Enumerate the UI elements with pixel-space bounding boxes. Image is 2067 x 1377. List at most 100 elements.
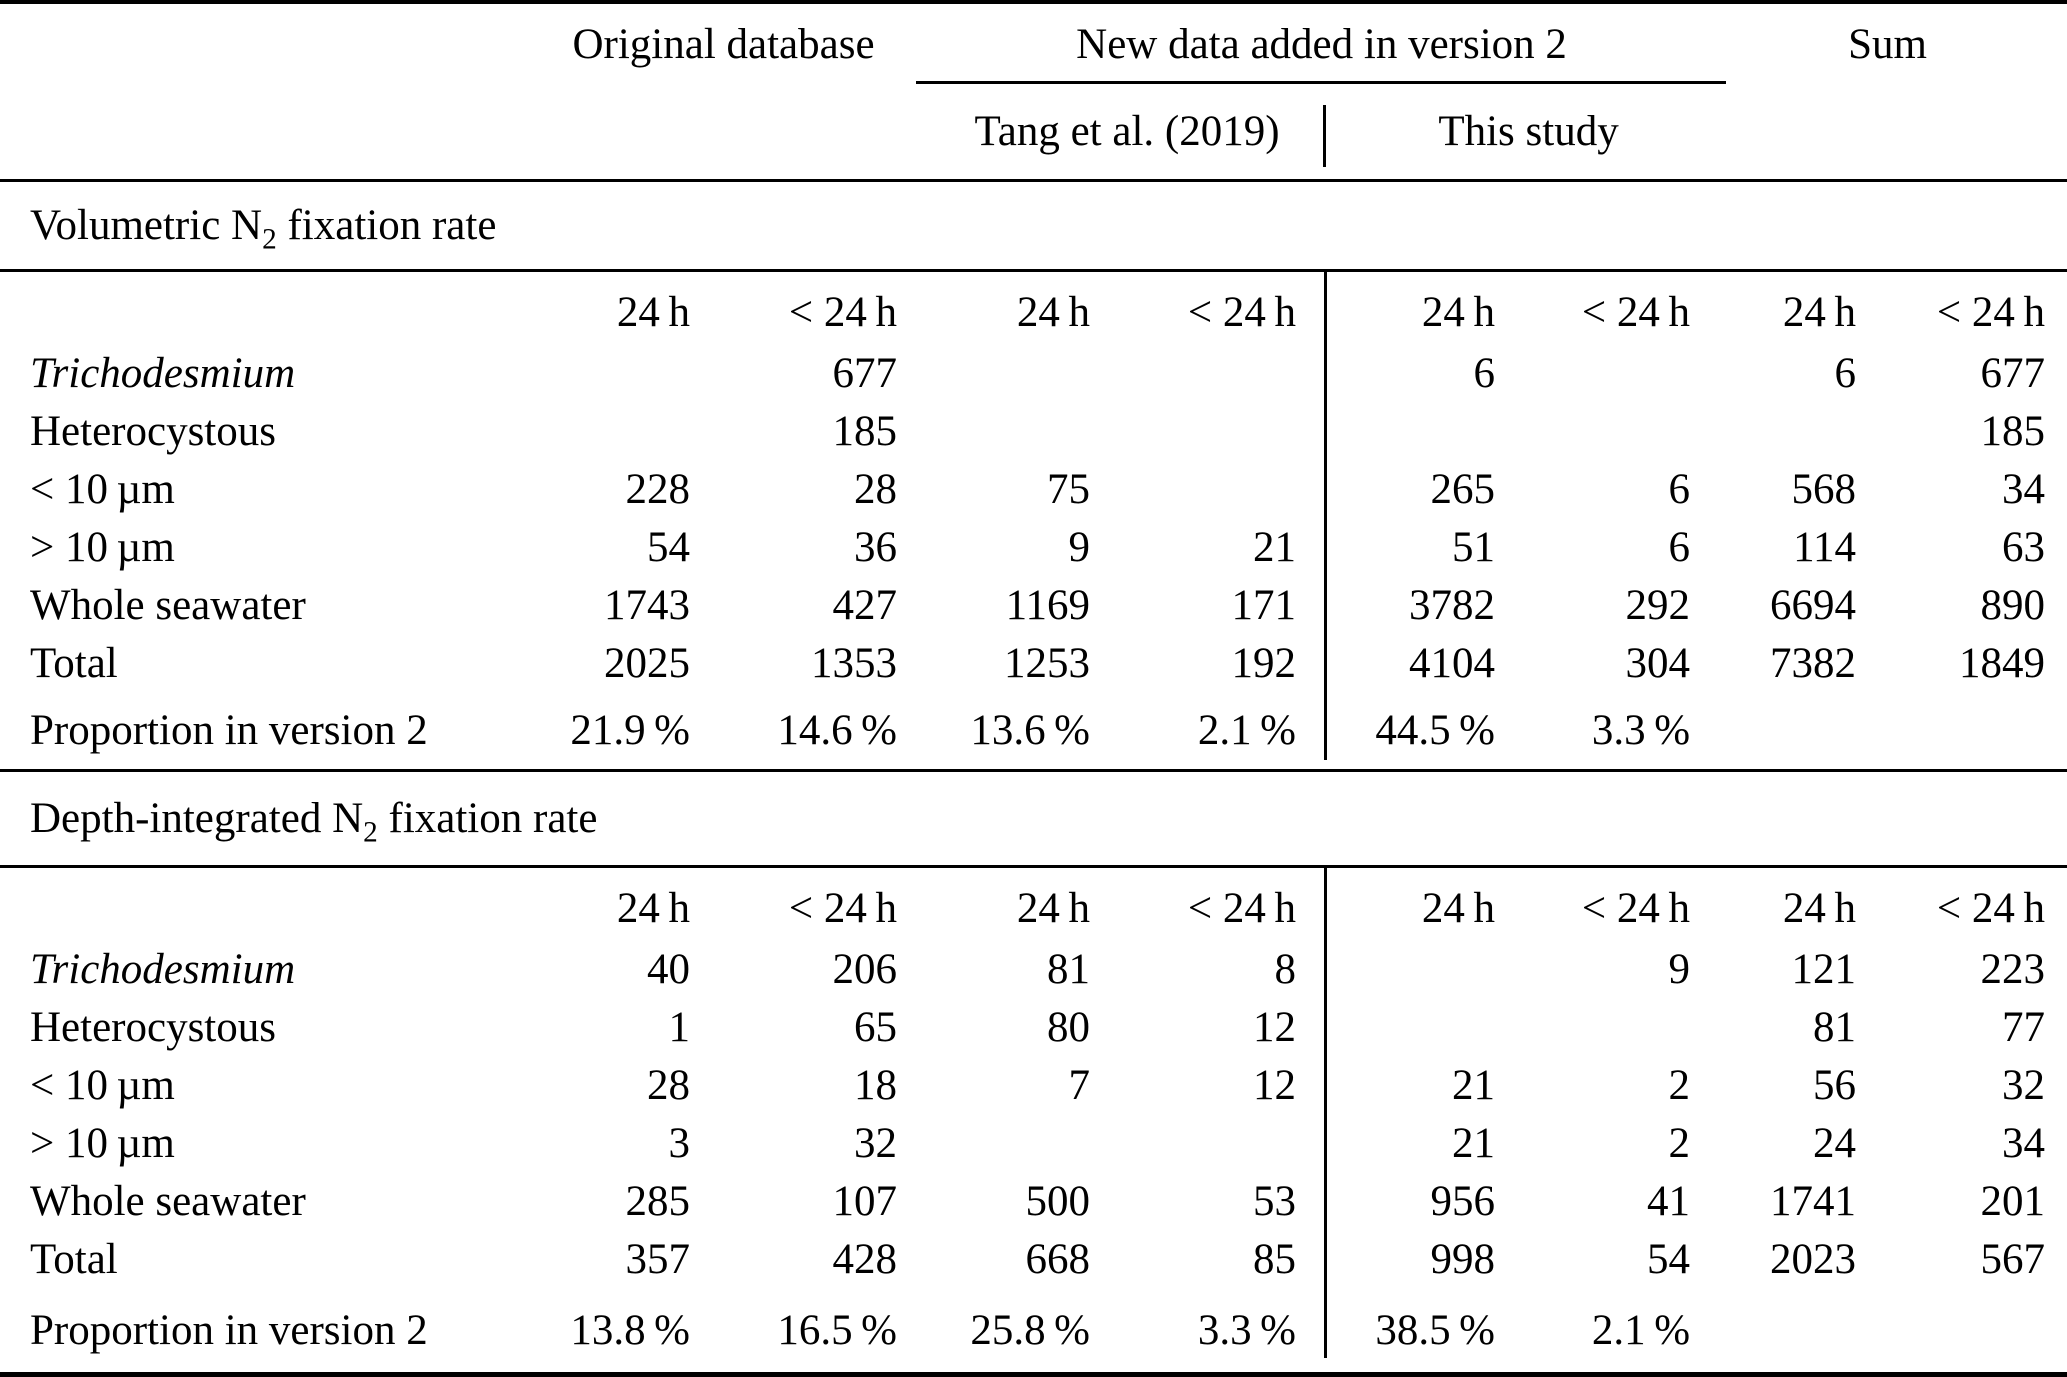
table-cell: 192 [1231, 639, 1297, 687]
table-cell [520, 344, 690, 402]
table-cell: 51 [1452, 523, 1496, 571]
table-cell [897, 344, 1090, 402]
table-cell: 8 [1274, 945, 1297, 993]
column-header: 24 h [616, 885, 690, 932]
table-row: Whole seawater 1743 427 1169 171 3782 29… [0, 576, 2067, 634]
section-title-volumetric: Volumetric N2 fixation rate [0, 180, 2067, 270]
table-cell [1495, 344, 1690, 402]
table-cell: 13.8 % [570, 1306, 690, 1354]
table-row: < 10 µm 28 18 7 12 21 2 56 32 [0, 1056, 2067, 1114]
row-label: Trichodesmium [30, 349, 296, 397]
table-cell: 428 [832, 1235, 898, 1283]
table-cell: 6 [1473, 349, 1496, 397]
table-cell: 6 [1668, 523, 1691, 571]
column-header: 24 h [1421, 289, 1496, 336]
table-cell: 201 [1980, 1177, 2046, 1225]
table-cell: 24 [1813, 1119, 1857, 1167]
empty-cell [1690, 84, 2067, 180]
table-cell: 32 [2002, 1061, 2046, 1109]
table-cell: 1169 [1005, 581, 1091, 629]
table-row: Proportion in version 2 13.8 % 16.5 % 25… [0, 1288, 2067, 1372]
table-cell: 114 [1793, 523, 1857, 571]
table-row: Total 357 428 668 85 998 54 2023 567 [0, 1230, 2067, 1288]
table-cell [1856, 1288, 2067, 1372]
table-cell: 677 [832, 349, 898, 397]
table-cell: 206 [832, 945, 898, 993]
table-cell [1090, 402, 1327, 460]
table-cell: 13.6 % [970, 706, 1091, 754]
data-table: Original database New data added in vers… [0, 4, 2067, 1372]
empty-cell [0, 84, 520, 180]
table-row: 24 h < 24 h 24 h < 24 h 24 h < 24 h 24 h… [0, 866, 2067, 940]
table-cell: 3 [668, 1119, 691, 1167]
table-cell: 3.3 % [1197, 1306, 1297, 1354]
column-header: < 24 h [788, 289, 898, 336]
table-cell: 185 [1980, 407, 2046, 455]
table-cell: 2023 [1770, 1235, 1857, 1283]
table-row: Volumetric N2 fixation rate [0, 180, 2067, 270]
empty-cell [0, 866, 520, 940]
row-label: Total [30, 639, 118, 687]
column-header: 24 h [1782, 885, 1857, 932]
subscript: 2 [262, 223, 277, 256]
table-cell: 998 [1430, 1235, 1496, 1283]
table-cell: 1741 [1770, 1177, 1857, 1225]
empty-cell [0, 270, 520, 344]
table-cell: 54 [647, 523, 690, 571]
table-row: Original database New data added in vers… [0, 4, 2067, 84]
table-row: Proportion in version 2 21.9 % 14.6 % 13… [0, 692, 2067, 770]
table-cell: 28 [647, 1061, 690, 1109]
table-cell: 56 [1813, 1061, 1857, 1109]
table-row: 24 h < 24 h 24 h < 24 h 24 h < 24 h 24 h… [0, 270, 2067, 344]
col-group-new-data: New data added in version 2 [1076, 20, 1567, 68]
table-cell: 54 [1647, 1235, 1691, 1283]
column-header: 24 h [1016, 289, 1091, 336]
table-cell: 2.1 % [1197, 706, 1297, 754]
table-cell: 223 [1980, 945, 2046, 993]
table-cell: 1849 [1959, 639, 2046, 687]
table-cell: 285 [625, 1177, 691, 1225]
table-cell: 2.1 % [1591, 1306, 1691, 1354]
row-label: < 10 µm [30, 1061, 175, 1109]
table-row: > 10 µm 3 32 21 2 24 34 [0, 1114, 2067, 1172]
table-cell: 21 [1452, 1061, 1496, 1109]
table-cell: 63 [2002, 523, 2046, 571]
table-cell: 1743 [604, 581, 690, 629]
table-cell: 2025 [604, 639, 690, 687]
column-header: < 24 h [1187, 289, 1297, 336]
table-cell: 80 [1047, 1003, 1091, 1051]
table-cell: 9 [1668, 945, 1691, 993]
table-row: Tang et al. (2019) This study [0, 84, 2067, 180]
row-label: Total [30, 1235, 118, 1283]
table-cell: 21.9 % [570, 706, 690, 754]
table-cell: 32 [854, 1119, 898, 1167]
table-cell: 4104 [1409, 639, 1496, 687]
table-cell: 185 [832, 407, 898, 455]
section-title-text: fixation rate [377, 794, 598, 842]
empty-cell [520, 84, 897, 180]
row-label: Whole seawater [30, 581, 306, 629]
table-cell: 6 [1834, 349, 1857, 397]
col-group-tang-et-al: Tang et al. (2019) [974, 107, 1280, 155]
table-cell: 40 [647, 945, 690, 993]
row-label: Proportion in version 2 [30, 1306, 428, 1354]
table-cell: 25.8 % [970, 1306, 1091, 1354]
table-cell: 36 [854, 523, 898, 571]
row-label: > 10 µm [30, 1119, 175, 1167]
table-cell: 7 [1068, 1061, 1091, 1109]
table-cell: 890 [1980, 581, 2046, 629]
table-cell: 9 [1068, 523, 1091, 571]
table-cell: 2 [1668, 1061, 1691, 1109]
section-title-text: fixation rate [276, 201, 497, 249]
table-cell: 28 [854, 465, 898, 513]
table-cell: 3782 [1409, 581, 1496, 629]
column-header: < 24 h [1936, 885, 2046, 932]
table-cell: 85 [1253, 1235, 1297, 1283]
table-cell: 3.3 % [1591, 706, 1691, 754]
col-group-sum: Sum [1848, 20, 1927, 68]
table-cell: 500 [1025, 1177, 1091, 1225]
table-cell: 567 [1980, 1235, 2046, 1283]
column-header: < 24 h [1581, 289, 1691, 336]
vertical-divider-section-2 [1324, 866, 1327, 1358]
table-cell: 53 [1253, 1177, 1297, 1225]
